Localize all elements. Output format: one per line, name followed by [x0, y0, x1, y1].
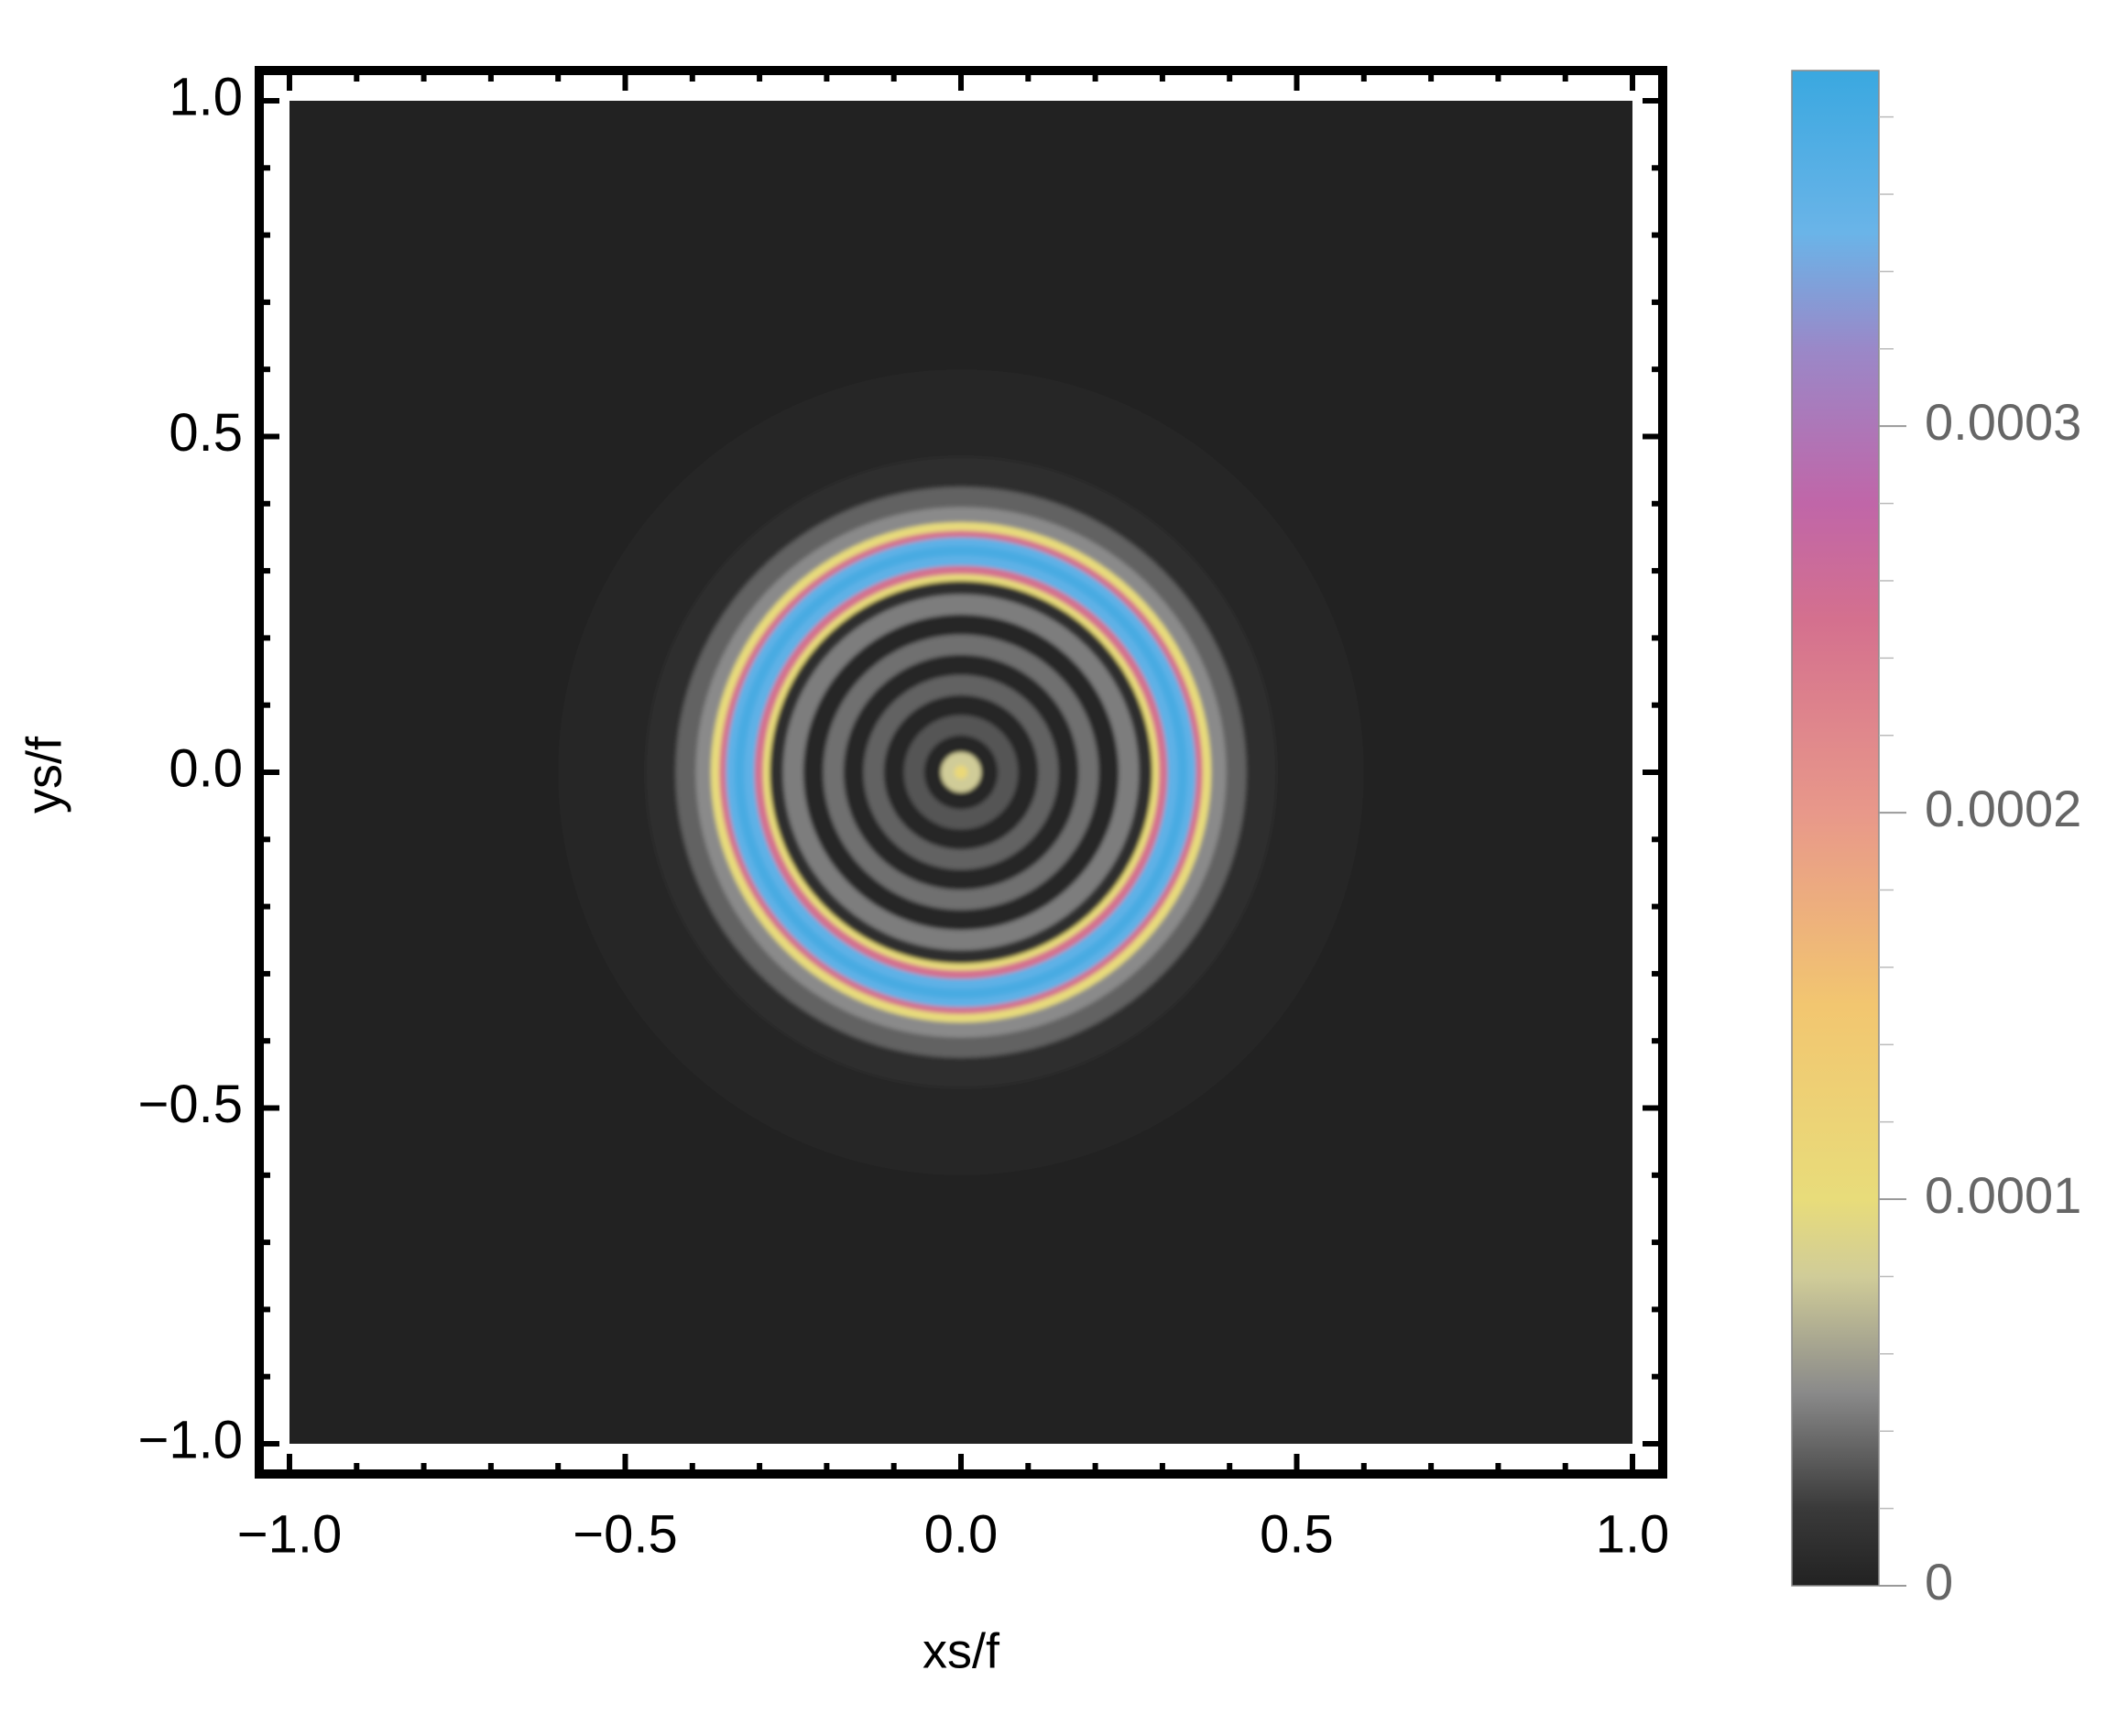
colorbar-tick-label: 0.0002	[1925, 780, 2081, 837]
x-tick-label: −1.0	[237, 1504, 343, 1564]
x-tick-label: −0.5	[573, 1504, 678, 1564]
y-axis-label: ys/f	[16, 736, 71, 813]
y-tick-label: 1.0	[169, 67, 243, 126]
intensity-ring	[954, 765, 968, 780]
x-axis-label: xs/f	[923, 1623, 1000, 1678]
y-tick-label: −0.5	[138, 1075, 244, 1134]
x-tick-label: 0.0	[924, 1504, 999, 1564]
density-field	[289, 100, 1633, 1445]
y-tick-label: 0.5	[169, 403, 243, 463]
x-tick-label: 1.0	[1596, 1504, 1670, 1564]
colorbar-tick-label: 0.0003	[1925, 393, 2081, 451]
y-tick-label: 0.0	[169, 738, 243, 798]
y-tick-label: −1.0	[138, 1410, 244, 1469]
colorbar-tick-label: 0.0001	[1925, 1166, 2081, 1224]
colorbar	[1791, 70, 1880, 1587]
x-tick-label: 0.5	[1260, 1504, 1334, 1564]
colorbar-tick-label: 0	[1925, 1553, 1953, 1610]
